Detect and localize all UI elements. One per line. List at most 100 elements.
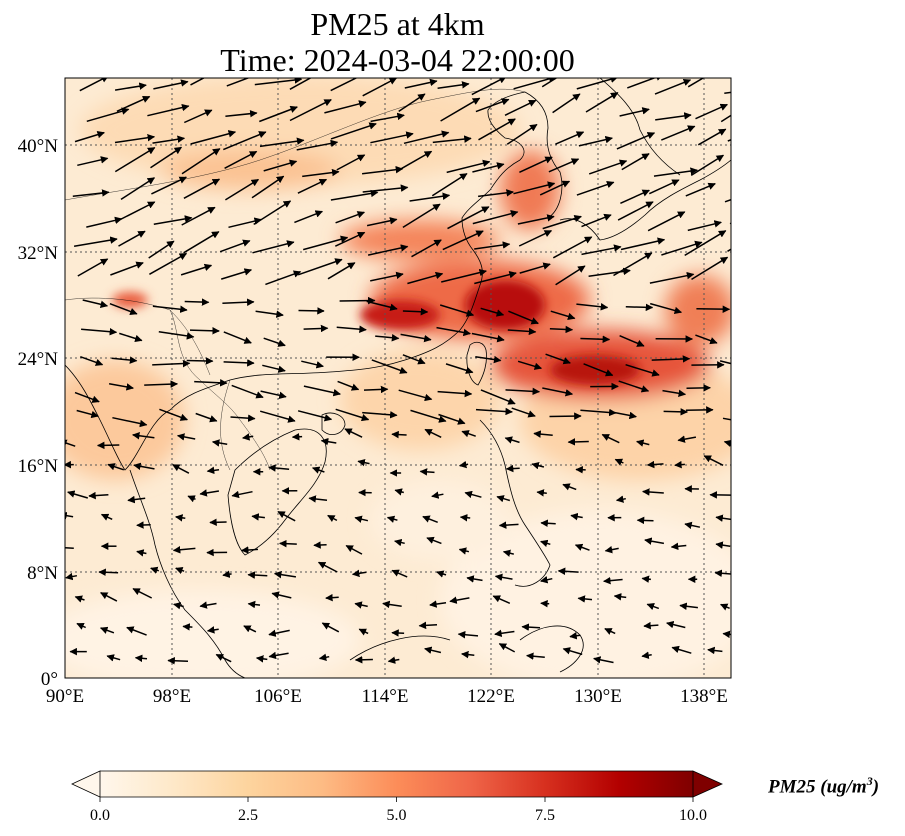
wind-vector-arrow — [298, 307, 325, 315]
wind-vector-arrow — [335, 211, 366, 224]
wind-vector-arrow — [517, 214, 555, 225]
wind-vector-arrow — [612, 411, 637, 420]
wind-vector-arrow — [472, 210, 519, 225]
wind-vector-arrow — [521, 623, 541, 631]
wind-vector-arrow — [617, 201, 654, 221]
wind-vector-arrow — [649, 302, 683, 315]
wind-vector-arrow — [194, 379, 228, 387]
wind-vector-arrow — [268, 464, 290, 472]
wind-vector-arrow — [403, 130, 450, 145]
wind-vector-arrow — [183, 178, 221, 199]
wind-vector-arrow — [666, 620, 686, 629]
wind-vector-arrow — [375, 334, 400, 342]
wind-vector-arrow — [65, 572, 78, 581]
wind-vector-arrow — [351, 569, 367, 578]
wind-vector-arrow — [126, 626, 147, 636]
wind-vector-arrow — [127, 495, 146, 504]
colorbar-extend-min — [71, 770, 101, 798]
wind-vector-arrow — [99, 626, 115, 634]
wind-vector-arrow — [150, 146, 183, 169]
wind-vector-arrow — [108, 382, 134, 391]
wind-vector-arrow — [636, 516, 654, 525]
wind-vector-arrow — [223, 131, 267, 151]
wind-vector-arrow — [382, 600, 402, 609]
wind-vector-arrow — [720, 114, 731, 123]
wind-vector-arrow — [552, 236, 593, 259]
wind-vector-arrow — [621, 153, 650, 171]
wind-vector-arrow — [263, 159, 298, 172]
wind-vector-arrow — [247, 571, 268, 579]
map-panel — [65, 78, 731, 678]
wind-vector-arrow — [567, 438, 589, 446]
lon-label: 130°E — [574, 686, 622, 707]
wind-vector-arrow — [679, 602, 698, 611]
wind-vector-arrow — [206, 466, 220, 475]
wind-vector-arrow — [321, 622, 340, 633]
wind-vector-arrow — [294, 210, 323, 224]
colorbar-tick-label: 7.5 — [535, 807, 555, 824]
wind-vector-arrow — [303, 324, 329, 333]
map-title: PM25 at 4km — [310, 6, 485, 42]
wind-vector-arrow — [226, 78, 251, 87]
wind-vector-arrow — [569, 632, 581, 640]
wind-vector-arrow — [67, 490, 89, 499]
wind-vector-arrow — [504, 436, 520, 444]
wind-vector-arrow — [480, 389, 516, 405]
wind-vector-arrow — [296, 139, 339, 151]
wind-vector-arrow — [620, 189, 650, 204]
wind-vector-arrow — [132, 588, 153, 599]
wind-vector-arrow — [183, 109, 213, 124]
wind-vector-arrow — [181, 206, 216, 226]
wind-vector-arrow — [576, 180, 615, 196]
wind-vector-arrow — [320, 437, 337, 446]
wind-vector-arrow — [511, 407, 536, 418]
wind-vector-arrow — [438, 413, 466, 425]
wind-vector-arrow — [552, 93, 581, 114]
wind-vector-arrow — [437, 81, 470, 89]
wind-vector-arrow — [398, 93, 426, 113]
wind-vector-arrow — [182, 623, 193, 631]
wind-vector-arrow — [76, 409, 99, 419]
wind-vector-arrow — [719, 360, 731, 365]
wind-vector-arrow — [440, 97, 481, 122]
wind-vector-arrow — [370, 271, 404, 282]
wind-vector-arrow — [172, 464, 190, 474]
wind-vector-arrow — [531, 462, 545, 470]
wind-vector-arrow — [263, 337, 286, 347]
wind-vector-arrow — [297, 178, 328, 194]
wind-vector-arrow — [231, 384, 264, 399]
wind-vector-arrow — [715, 514, 731, 522]
wind-vector-arrow — [259, 105, 298, 123]
wind-vector-arrow — [722, 417, 731, 421]
wind-vector-arrow — [149, 252, 188, 275]
wind-vector-field — [65, 78, 731, 665]
wind-vector-arrow — [184, 298, 210, 306]
wind-vector-arrow — [228, 217, 262, 229]
wind-vector-arrow — [136, 521, 151, 529]
wind-vector-arrow — [144, 380, 179, 388]
wind-vector-arrow — [273, 570, 297, 579]
wind-vector-arrow — [224, 150, 258, 169]
wind-vector-arrow — [231, 490, 253, 499]
wind-vector-arrow — [478, 189, 514, 198]
wind-vector-arrow — [542, 214, 582, 230]
wind-vector-arrow — [601, 433, 620, 444]
wind-vector-arrow — [722, 630, 731, 639]
wind-vector-arrow — [441, 268, 487, 283]
wind-vector-arrow — [407, 271, 444, 285]
wind-vector-arrow — [259, 137, 305, 148]
wind-vector-arrow — [604, 545, 619, 554]
wind-vector-arrow — [402, 203, 441, 229]
wind-vector-arrow — [643, 621, 659, 630]
wind-vector-arrow — [714, 569, 731, 578]
wind-vector-arrow — [80, 355, 104, 366]
wind-vector-arrow — [647, 211, 686, 232]
wind-vector-arrow — [297, 258, 343, 276]
wind-vector-arrow — [507, 327, 537, 336]
wind-vector-arrow — [180, 263, 213, 276]
wind-vector-arrow — [449, 596, 470, 604]
lat-label: 0° — [41, 669, 58, 690]
wind-vector-arrow — [82, 299, 109, 308]
wind-vector-arrow — [116, 95, 151, 112]
wind-vector-arrow — [77, 258, 109, 277]
